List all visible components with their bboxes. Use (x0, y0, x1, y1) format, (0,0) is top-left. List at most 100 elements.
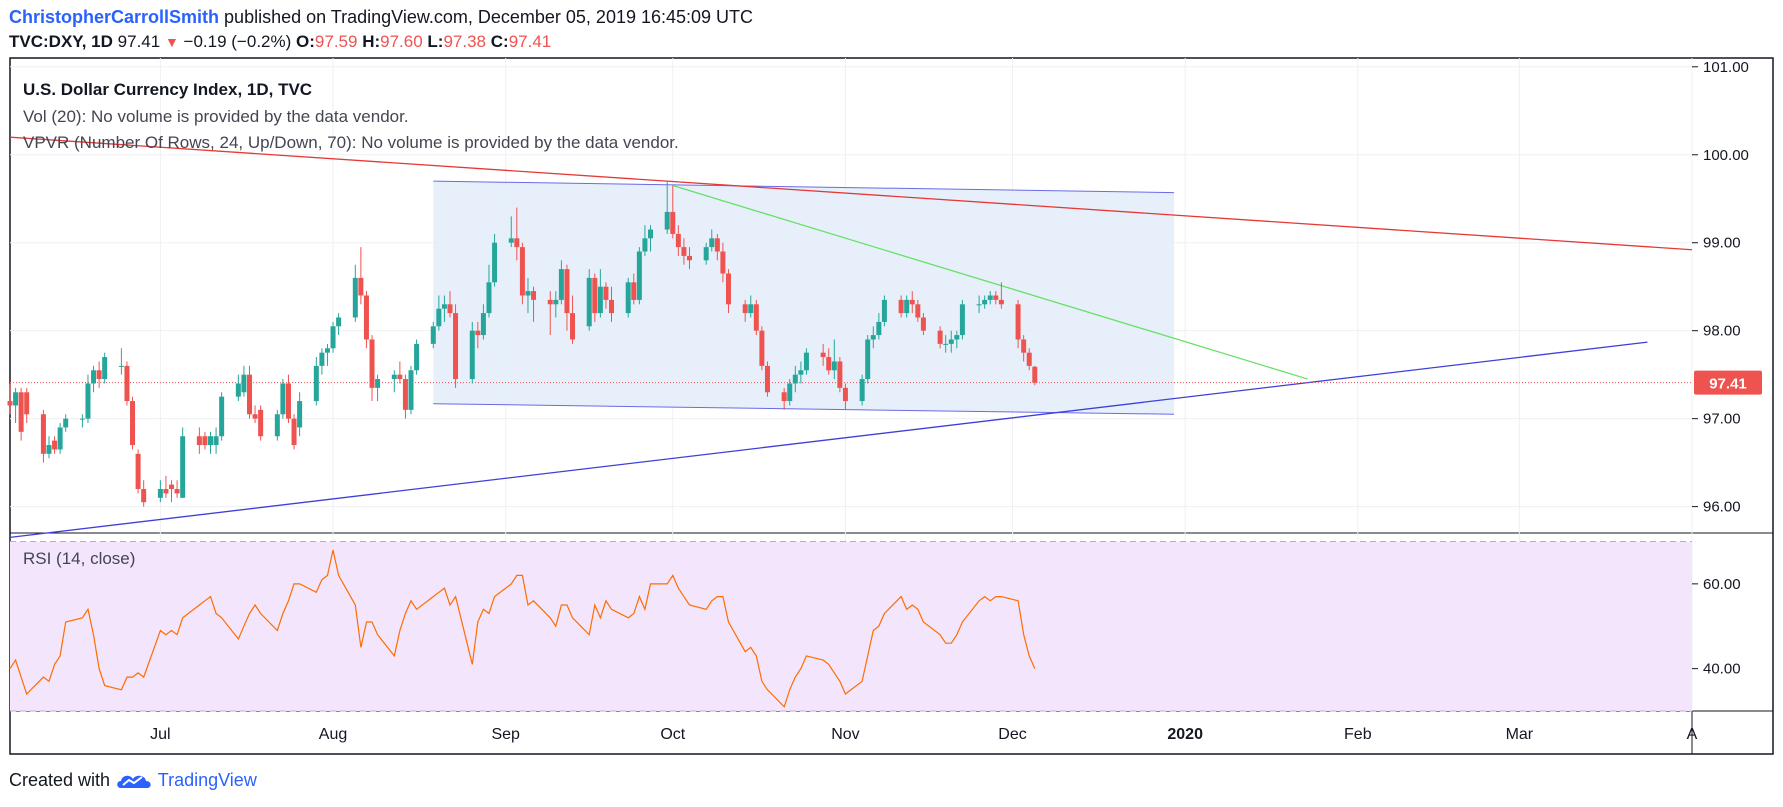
candle (675, 225, 681, 256)
tradingview-cloud-icon (117, 775, 151, 788)
candle-body (803, 352, 809, 371)
candle (397, 361, 403, 384)
candle-body (865, 339, 871, 380)
candle (993, 291, 999, 305)
candle (141, 480, 147, 507)
candle-body (948, 339, 954, 344)
candle-body (397, 374, 403, 380)
candle-body (180, 436, 186, 498)
candle (720, 242, 726, 283)
candle-body (915, 304, 921, 318)
candle-body (358, 277, 364, 296)
candle (759, 326, 765, 371)
rsi-tick-label: 60.00 (1703, 576, 1741, 593)
candle-body (141, 489, 147, 503)
candle (352, 264, 358, 322)
candle (709, 229, 715, 252)
candle-body (96, 370, 102, 380)
candle (920, 313, 926, 336)
channel-bottom-line (433, 403, 1175, 415)
candle (826, 348, 832, 375)
candle-body (603, 286, 609, 300)
candle-body (720, 251, 726, 274)
time-tick-label: Sep (491, 726, 520, 743)
candle (7, 383, 13, 415)
price-tick-label: 97.00 (1703, 411, 1741, 428)
candle-body (898, 299, 904, 314)
last-price-badge (1694, 370, 1762, 395)
candle-body (870, 335, 876, 340)
candle (753, 299, 759, 336)
down-triangle-icon: ▼ (164, 34, 179, 50)
candle (358, 247, 364, 305)
candle (285, 374, 291, 424)
candle (553, 291, 559, 318)
candle (246, 365, 252, 419)
candle-body (976, 304, 982, 306)
candle-body (859, 379, 865, 402)
time-tick-label: Jul (150, 726, 170, 743)
candle (163, 475, 169, 498)
candle (252, 405, 258, 424)
candle (943, 335, 949, 353)
candle-body (285, 383, 291, 419)
candle (414, 339, 420, 375)
candle-body (475, 330, 481, 336)
candle (330, 321, 336, 353)
tradingview-link[interactable]: TradingView (157, 770, 257, 790)
candle (725, 269, 731, 314)
publish-header: ChristopherCarrollSmith published on Tra… (9, 7, 753, 28)
candle (508, 216, 514, 248)
green-trendline (672, 184, 1308, 380)
candle (447, 291, 453, 318)
candle (213, 427, 219, 454)
candle-body (781, 392, 787, 402)
candle-body (642, 238, 648, 252)
candle (469, 321, 475, 384)
candle (13, 387, 19, 424)
candle-body (675, 233, 681, 248)
candle (453, 304, 459, 388)
candle (408, 365, 414, 415)
candle-body (414, 343, 420, 371)
candle-body (375, 379, 381, 388)
candle (547, 291, 553, 336)
candle-body (670, 211, 676, 234)
candle (798, 361, 804, 384)
low-label: L: (427, 32, 444, 51)
candle (859, 374, 865, 406)
candle-body (196, 436, 202, 446)
candle (787, 379, 793, 406)
candle (63, 414, 69, 432)
candle-body (787, 383, 793, 402)
candle-body (881, 299, 887, 322)
candle-body (686, 255, 692, 261)
candle (792, 365, 798, 393)
candle (96, 361, 102, 388)
candle-body (1021, 339, 1027, 353)
candle-body (330, 326, 336, 349)
candle-body (492, 242, 498, 283)
candle-body (558, 269, 564, 300)
author-link[interactable]: ChristopherCarrollSmith (9, 7, 220, 27)
time-tick-label: Nov (831, 726, 859, 743)
time-tick-label: Feb (1344, 726, 1372, 743)
candle-body (280, 383, 286, 415)
candle (319, 348, 325, 375)
candle-body (369, 339, 375, 388)
candle-body (1032, 366, 1038, 383)
candle-body (570, 313, 576, 340)
candle (391, 370, 397, 393)
candle (24, 387, 30, 424)
candle-body (519, 247, 525, 296)
candle-body (525, 291, 531, 296)
candle (430, 321, 436, 349)
candle (982, 295, 988, 309)
candle-body (24, 392, 30, 415)
candle (519, 242, 525, 305)
candle-body (441, 304, 447, 309)
candle (876, 313, 882, 340)
candle (987, 291, 993, 305)
candle (52, 436, 58, 454)
